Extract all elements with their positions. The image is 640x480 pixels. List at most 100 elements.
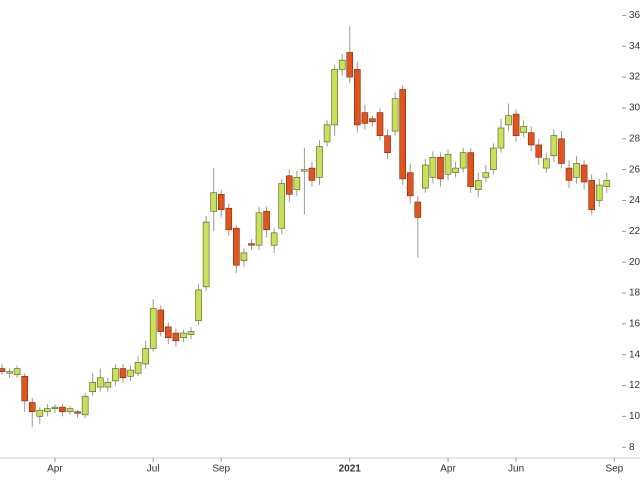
y-tick-label: 20	[629, 257, 640, 268]
candle-body	[482, 172, 490, 178]
candle-body	[225, 207, 233, 231]
candle-body	[535, 144, 543, 158]
candle-body	[338, 59, 346, 70]
candle-body	[278, 183, 286, 229]
candle-body	[565, 167, 573, 181]
y-tick-label: 18	[629, 288, 640, 299]
x-tick-label: Sep	[605, 464, 623, 475]
candle-body	[44, 408, 51, 413]
candle-body	[119, 368, 127, 379]
candle-body	[512, 113, 520, 137]
candle-body	[89, 382, 97, 392]
candle-body	[165, 326, 172, 339]
candle-body	[354, 69, 361, 126]
candle-body	[323, 124, 331, 143]
candle-body	[346, 52, 354, 78]
candle-body	[210, 192, 217, 212]
candle-body	[391, 98, 399, 132]
y-tick-label: 36	[629, 10, 640, 21]
y-tick-label: 16	[629, 318, 640, 329]
candle-body	[157, 309, 165, 332]
y-tick-label: 14	[629, 349, 640, 360]
candle-body	[28, 402, 36, 413]
candle-body	[293, 177, 301, 190]
candle-body	[172, 332, 180, 342]
x-tick-label: Apr	[47, 464, 63, 475]
candle-body	[255, 212, 263, 246]
candle-body	[444, 153, 452, 175]
y-tick-label: 10	[629, 411, 640, 422]
candle-body	[316, 146, 323, 178]
candle-body	[459, 152, 467, 169]
x-tick-label: Sep	[212, 464, 230, 475]
candle-body	[399, 89, 406, 180]
candle-body	[104, 382, 112, 388]
candle-body	[233, 227, 240, 266]
candle-body	[195, 289, 202, 322]
candle-body	[384, 135, 391, 153]
candle-body	[96, 377, 104, 388]
candle-body	[112, 368, 119, 382]
candle-body	[595, 184, 603, 201]
candle-body	[263, 210, 270, 231]
candle-body	[422, 164, 429, 189]
candle-body	[66, 408, 74, 413]
candle-body	[550, 135, 558, 157]
y-tick-label: 26	[629, 164, 640, 175]
candle-body	[134, 362, 142, 374]
candle-body	[543, 158, 550, 169]
x-tick-label: Jun	[508, 464, 524, 475]
candle-body	[149, 308, 157, 349]
candle-body	[217, 194, 225, 211]
y-tick-label: 28	[629, 133, 640, 144]
candle-body	[369, 118, 376, 123]
y-tick-label: 34	[629, 41, 640, 52]
candle-body	[308, 167, 316, 181]
candle-body	[59, 406, 66, 413]
candle-body	[6, 371, 13, 374]
candle-body	[603, 180, 611, 187]
candle-body	[0, 368, 6, 372]
candle-body	[361, 112, 369, 124]
y-tick-label: 24	[629, 195, 640, 206]
candle-body	[51, 406, 59, 409]
candle-body	[414, 201, 422, 218]
candle-body	[437, 156, 444, 180]
candle-body	[497, 127, 505, 149]
candle-body	[301, 169, 308, 172]
candle-body	[81, 396, 89, 416]
x-tick-label: Jul	[147, 464, 160, 475]
candle-body	[248, 243, 255, 246]
candle-body	[490, 147, 497, 170]
candle-body	[520, 126, 527, 133]
y-tick-label: 12	[629, 380, 640, 391]
candle-body	[74, 411, 81, 414]
candle-body	[429, 156, 437, 178]
candle-body	[505, 115, 512, 126]
y-tick-label: 22	[629, 226, 640, 237]
candle-body	[142, 348, 149, 365]
y-tick-label: 32	[629, 72, 640, 83]
candle-body	[474, 180, 482, 190]
candle-body	[202, 221, 210, 288]
x-tick-label: Apr	[440, 464, 456, 475]
candle-body	[13, 368, 21, 376]
candle-body	[36, 409, 44, 417]
y-tick-label: 30	[629, 103, 640, 114]
y-tick-label: 8	[629, 442, 635, 453]
candle-body	[285, 175, 293, 195]
candle-body	[376, 112, 384, 137]
candle-body	[21, 375, 28, 402]
candle-body	[467, 152, 475, 187]
candle-body	[527, 132, 535, 146]
x-tick-label: 2021	[339, 464, 362, 475]
candle-body	[331, 69, 338, 126]
candle-body	[187, 331, 195, 335]
candle-body	[588, 180, 595, 211]
candle-body	[180, 332, 187, 339]
candle-body	[580, 164, 588, 183]
candle-body	[240, 252, 248, 261]
candle-body	[406, 172, 414, 197]
candle-body	[127, 369, 134, 377]
